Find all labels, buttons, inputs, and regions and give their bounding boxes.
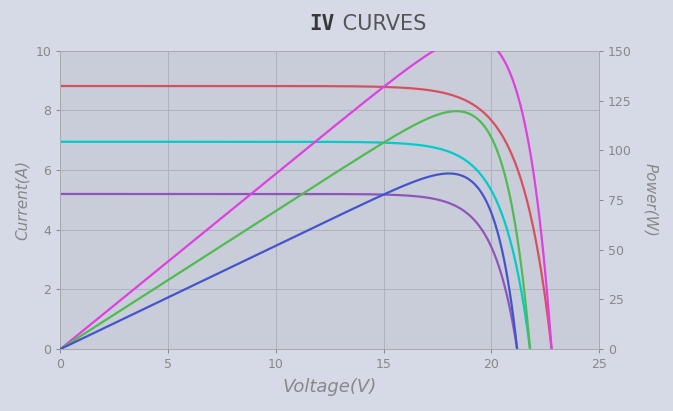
X-axis label: Voltage(V): Voltage(V) <box>283 378 377 396</box>
Y-axis label: Power(W): Power(W) <box>643 163 658 237</box>
Text: IV: IV <box>309 14 334 35</box>
Text: CURVES: CURVES <box>336 14 427 35</box>
Y-axis label: Current(A): Current(A) <box>15 160 30 240</box>
